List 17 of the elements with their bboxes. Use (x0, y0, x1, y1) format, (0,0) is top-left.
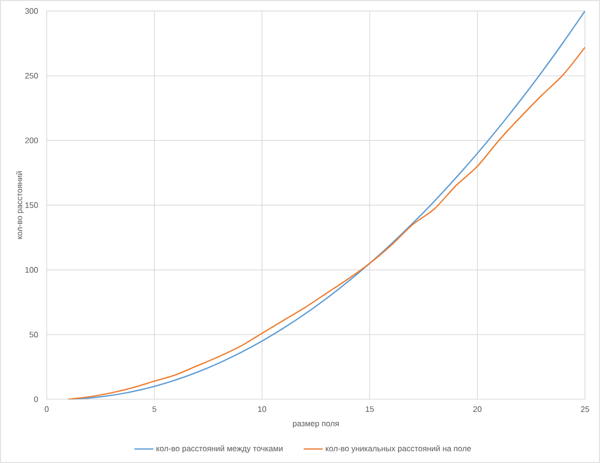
y-tick-label: 50 (30, 332, 38, 338)
x-tick-label: 15 (366, 406, 374, 412)
x-tick-label: 5 (152, 406, 156, 412)
x-tick-label: 10 (258, 406, 266, 412)
y-tick-label: 250 (25, 72, 38, 79)
y-axis-title: кол-во расстояний (16, 171, 24, 239)
legend-label: кол-во уникальных расстояний на поле (326, 445, 471, 453)
y-tick-label: 200 (25, 138, 38, 144)
y-tick-label: 100 (25, 267, 38, 273)
x-tick-label: 25 (580, 406, 590, 412)
x-axis-title: размер поля (293, 422, 339, 428)
y-tick-label: 300 (25, 8, 38, 14)
x-tick-label: 20 (473, 406, 482, 412)
x-tick-label: 0 (44, 406, 49, 412)
legend-label: кол-во расстояний между точками (156, 445, 283, 453)
y-tick-label: 0 (34, 396, 38, 402)
y-tick-label: 150 (25, 202, 38, 208)
